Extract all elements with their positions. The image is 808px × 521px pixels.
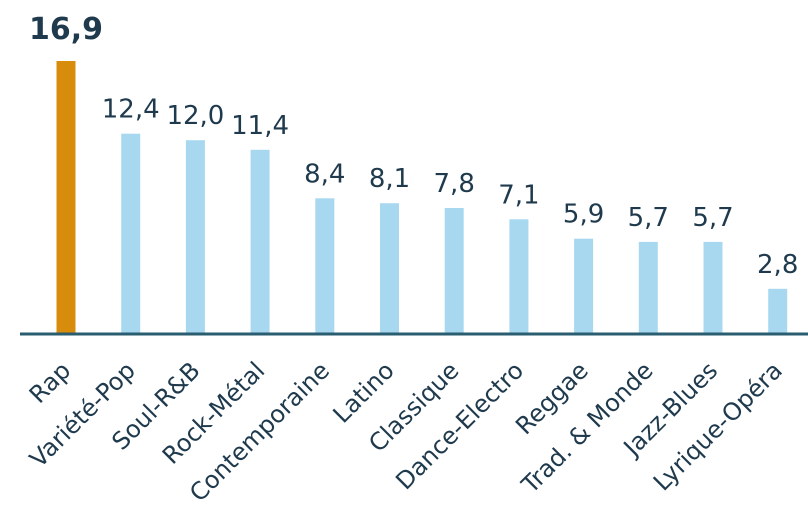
value-label-5: 8,1: [369, 164, 410, 194]
bar-1: [121, 133, 141, 334]
bar-5: [380, 203, 399, 334]
bar-6: [444, 208, 464, 334]
bar-2: [185, 140, 205, 334]
value-label-0: 16,9: [29, 12, 103, 47]
value-label-6: 7,8: [434, 169, 475, 199]
bar-0: [56, 61, 76, 334]
value-label-7: 7,1: [498, 180, 539, 210]
bar-3: [250, 149, 270, 334]
bar-7: [509, 219, 529, 334]
bar-10: [703, 241, 723, 334]
bar-11: [768, 288, 788, 334]
value-label-9: 5,7: [628, 203, 669, 233]
value-labels-group: 16,9 12,4 12,0 11,4 8,4 8,1 7,8 7,1 5,9 5,7 5,7 2,8: [29, 12, 798, 280]
value-label-10: 5,7: [692, 203, 733, 233]
value-label-11: 2,8: [757, 250, 798, 280]
bar-8: [574, 238, 594, 334]
bar-9: [638, 241, 658, 334]
value-label-8: 5,9: [563, 200, 604, 230]
value-label-3: 11,4: [231, 111, 289, 141]
value-label-1: 12,4: [102, 95, 160, 125]
category-label-0: Rap: [24, 356, 76, 408]
category-labels-group: RapVariété-PopSoul-R&BRock-MétalContempo…: [24, 356, 788, 507]
value-label-4: 8,4: [304, 159, 345, 189]
bars-group: [56, 61, 788, 334]
value-label-2: 12,0: [166, 101, 224, 131]
bar-4: [315, 198, 335, 334]
